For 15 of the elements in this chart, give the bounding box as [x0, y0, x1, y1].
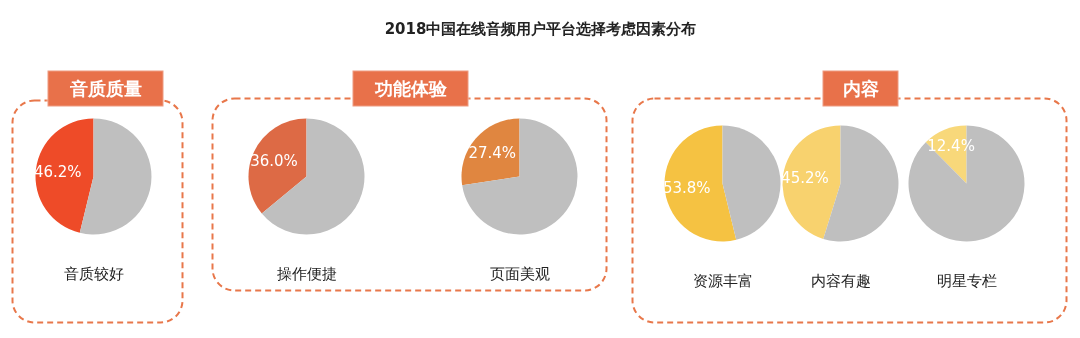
text: 音质较好 — [63, 264, 124, 283]
data-label: 46.2% — [33, 163, 82, 182]
data-label: 27.4% — [468, 144, 517, 163]
text: 页面美观 — [489, 264, 550, 283]
text: 内容有趣 — [810, 271, 871, 290]
text: 资源丰富 — [692, 271, 753, 290]
data-label: 53.8% — [662, 178, 711, 197]
text: 2018中国在线音频用户平台选择考虑因素分布 — [384, 19, 697, 38]
text: 明星专栏 — [936, 271, 997, 290]
data-label: 36.0% — [250, 152, 298, 171]
text: 音质质量 — [68, 78, 142, 99]
text: 功能体验 — [373, 78, 448, 99]
data-label: 12.4% — [927, 136, 975, 155]
text: 操作便捷 — [276, 264, 337, 283]
text: 内容 — [842, 78, 879, 99]
